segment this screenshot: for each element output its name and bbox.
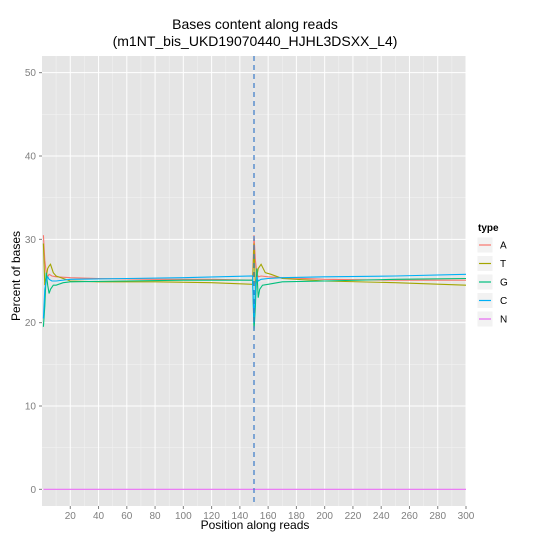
x-tick-label: 280 bbox=[429, 511, 446, 522]
x-tick-label: 160 bbox=[260, 511, 277, 522]
legend-label-C: C bbox=[500, 296, 507, 307]
y-tick-label: 50 bbox=[25, 68, 37, 79]
y-tick-label: 20 bbox=[25, 318, 37, 329]
x-tick-label: 120 bbox=[203, 511, 220, 522]
legend-label-N: N bbox=[500, 315, 507, 326]
x-axis-ticks: 20 40 60 80 100 120 140 160 180 200 220 240 260 280 30… bbox=[65, 506, 475, 522]
x-tick-label: 140 bbox=[232, 511, 249, 522]
x-tick-label: 240 bbox=[373, 511, 390, 522]
x-tick-label: 220 bbox=[345, 511, 362, 522]
x-tick-label: 200 bbox=[316, 511, 333, 522]
series-line-C bbox=[42, 273, 467, 323]
y-tick-label: 10 bbox=[25, 402, 37, 413]
x-tick-label: 260 bbox=[401, 511, 418, 522]
y-axis-ticks: 0 10 20 30 40 50 bbox=[25, 68, 42, 496]
series-layer bbox=[42, 235, 467, 490]
series-line-T bbox=[42, 243, 467, 290]
legend-label-G: G bbox=[500, 278, 508, 289]
x-axis-title: Position along reads bbox=[201, 518, 310, 532]
x-tick-label: 300 bbox=[458, 511, 475, 522]
chart-title: Bases content along reads bbox=[172, 16, 338, 32]
legend-title: type bbox=[478, 223, 499, 234]
series-line-G bbox=[42, 268, 467, 332]
chart-subtitle: (m1NT_bis_UKD19070440_HJHL3DSXX_L4) bbox=[113, 33, 398, 49]
x-tick-label: 180 bbox=[288, 511, 305, 522]
legend-label-T: T bbox=[500, 259, 506, 270]
y-axis-title: Percent of bases bbox=[9, 231, 23, 321]
legend-label-A: A bbox=[500, 241, 507, 252]
x-tick-label: 40 bbox=[93, 511, 105, 522]
x-tick-label: 60 bbox=[121, 511, 133, 522]
x-tick-label: 20 bbox=[65, 511, 77, 522]
y-tick-label: 30 bbox=[25, 235, 37, 246]
x-tick-label: 100 bbox=[175, 511, 192, 522]
x-tick-label: 80 bbox=[150, 511, 162, 522]
y-tick-label: 0 bbox=[30, 485, 36, 496]
y-tick-label: 40 bbox=[25, 152, 37, 163]
